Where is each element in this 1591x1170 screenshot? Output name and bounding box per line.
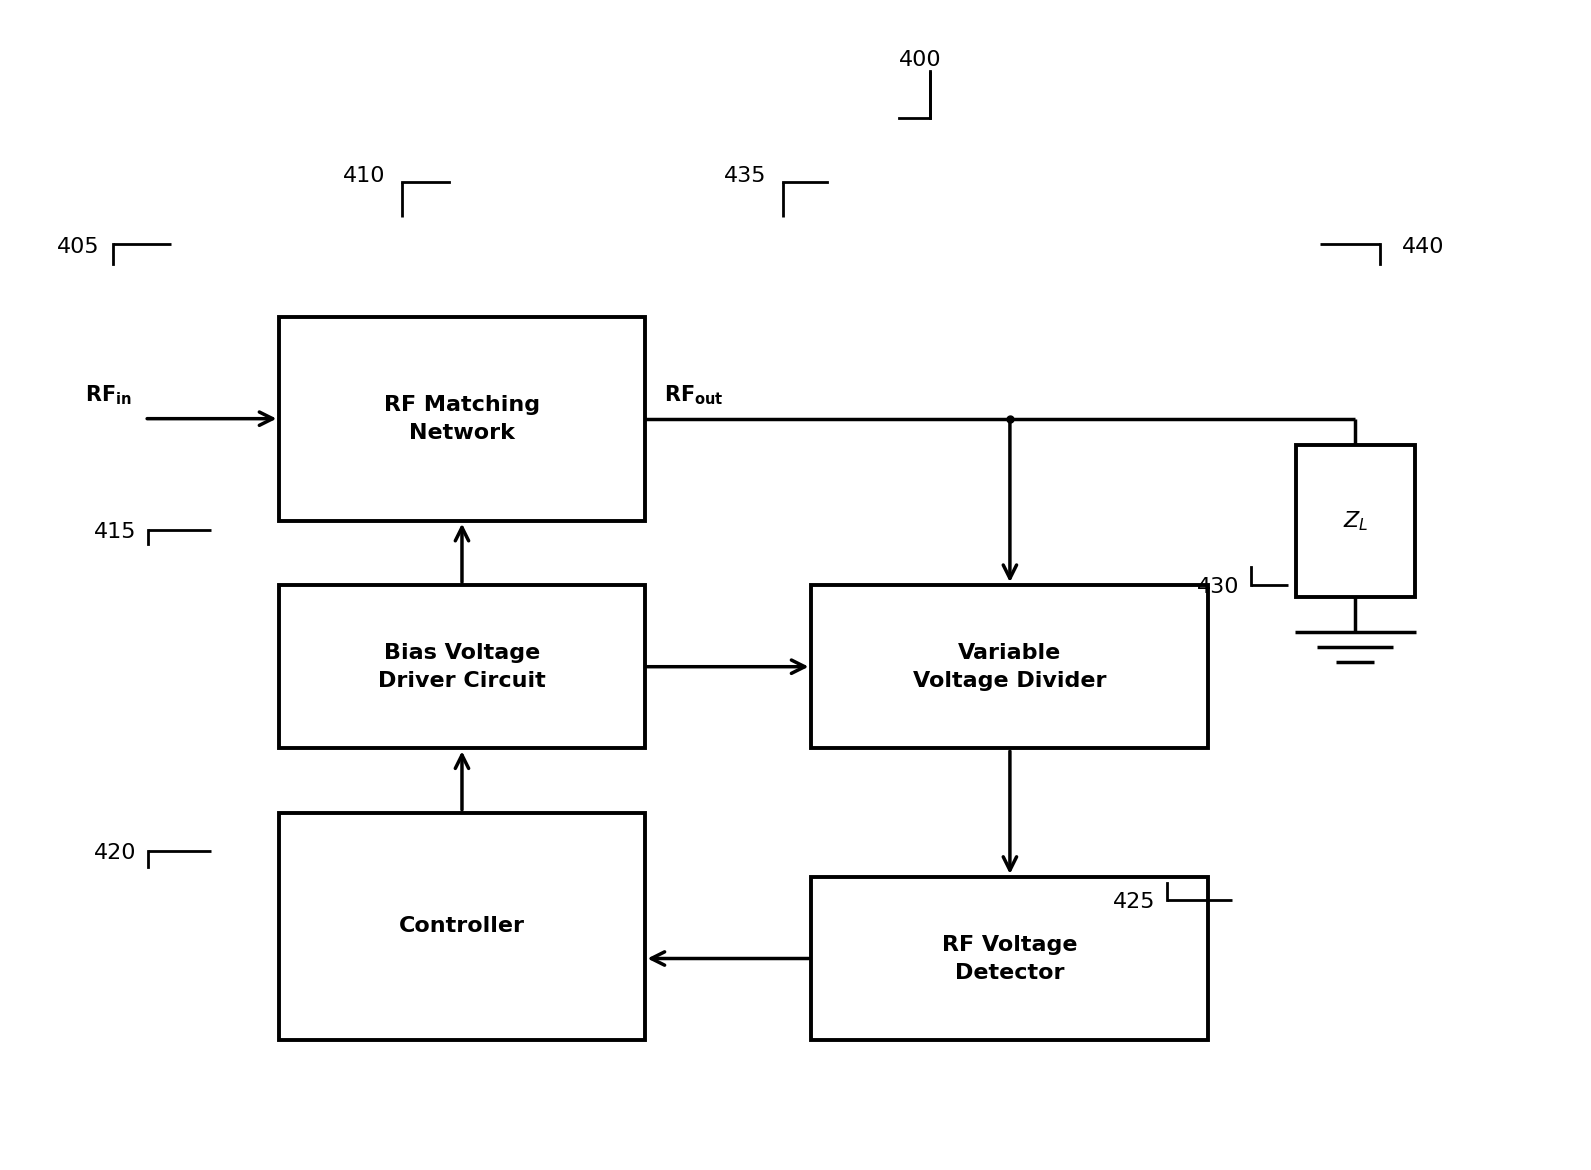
Text: 425: 425 [1114, 893, 1155, 913]
Bar [811, 876, 1209, 1040]
Text: Controller: Controller [399, 916, 525, 936]
Bar [280, 317, 644, 521]
Text: $\mathbf{RF}_{\mathbf{out}}$: $\mathbf{RF}_{\mathbf{out}}$ [663, 384, 724, 407]
Text: 430: 430 [1198, 577, 1239, 598]
Bar [811, 585, 1209, 749]
Text: Variable
Voltage Divider: Variable Voltage Divider [913, 642, 1107, 690]
Bar [1295, 445, 1414, 597]
Text: RF Voltage
Detector: RF Voltage Detector [942, 935, 1077, 983]
Text: $Z_L$: $Z_L$ [1343, 509, 1368, 532]
Text: 400: 400 [899, 50, 942, 70]
Text: $\mathbf{RF}_{\mathbf{in}}$: $\mathbf{RF}_{\mathbf{in}}$ [84, 384, 132, 407]
Text: Bias Voltage
Driver Circuit: Bias Voltage Driver Circuit [379, 642, 546, 690]
Text: RF Matching
Network: RF Matching Network [383, 394, 539, 442]
Text: 435: 435 [724, 166, 767, 186]
Text: 410: 410 [342, 166, 385, 186]
Text: 440: 440 [1402, 236, 1445, 256]
Text: 405: 405 [57, 236, 100, 256]
Bar [280, 585, 644, 749]
Bar [280, 813, 644, 1040]
Text: 420: 420 [94, 844, 135, 863]
Text: 415: 415 [94, 523, 135, 543]
